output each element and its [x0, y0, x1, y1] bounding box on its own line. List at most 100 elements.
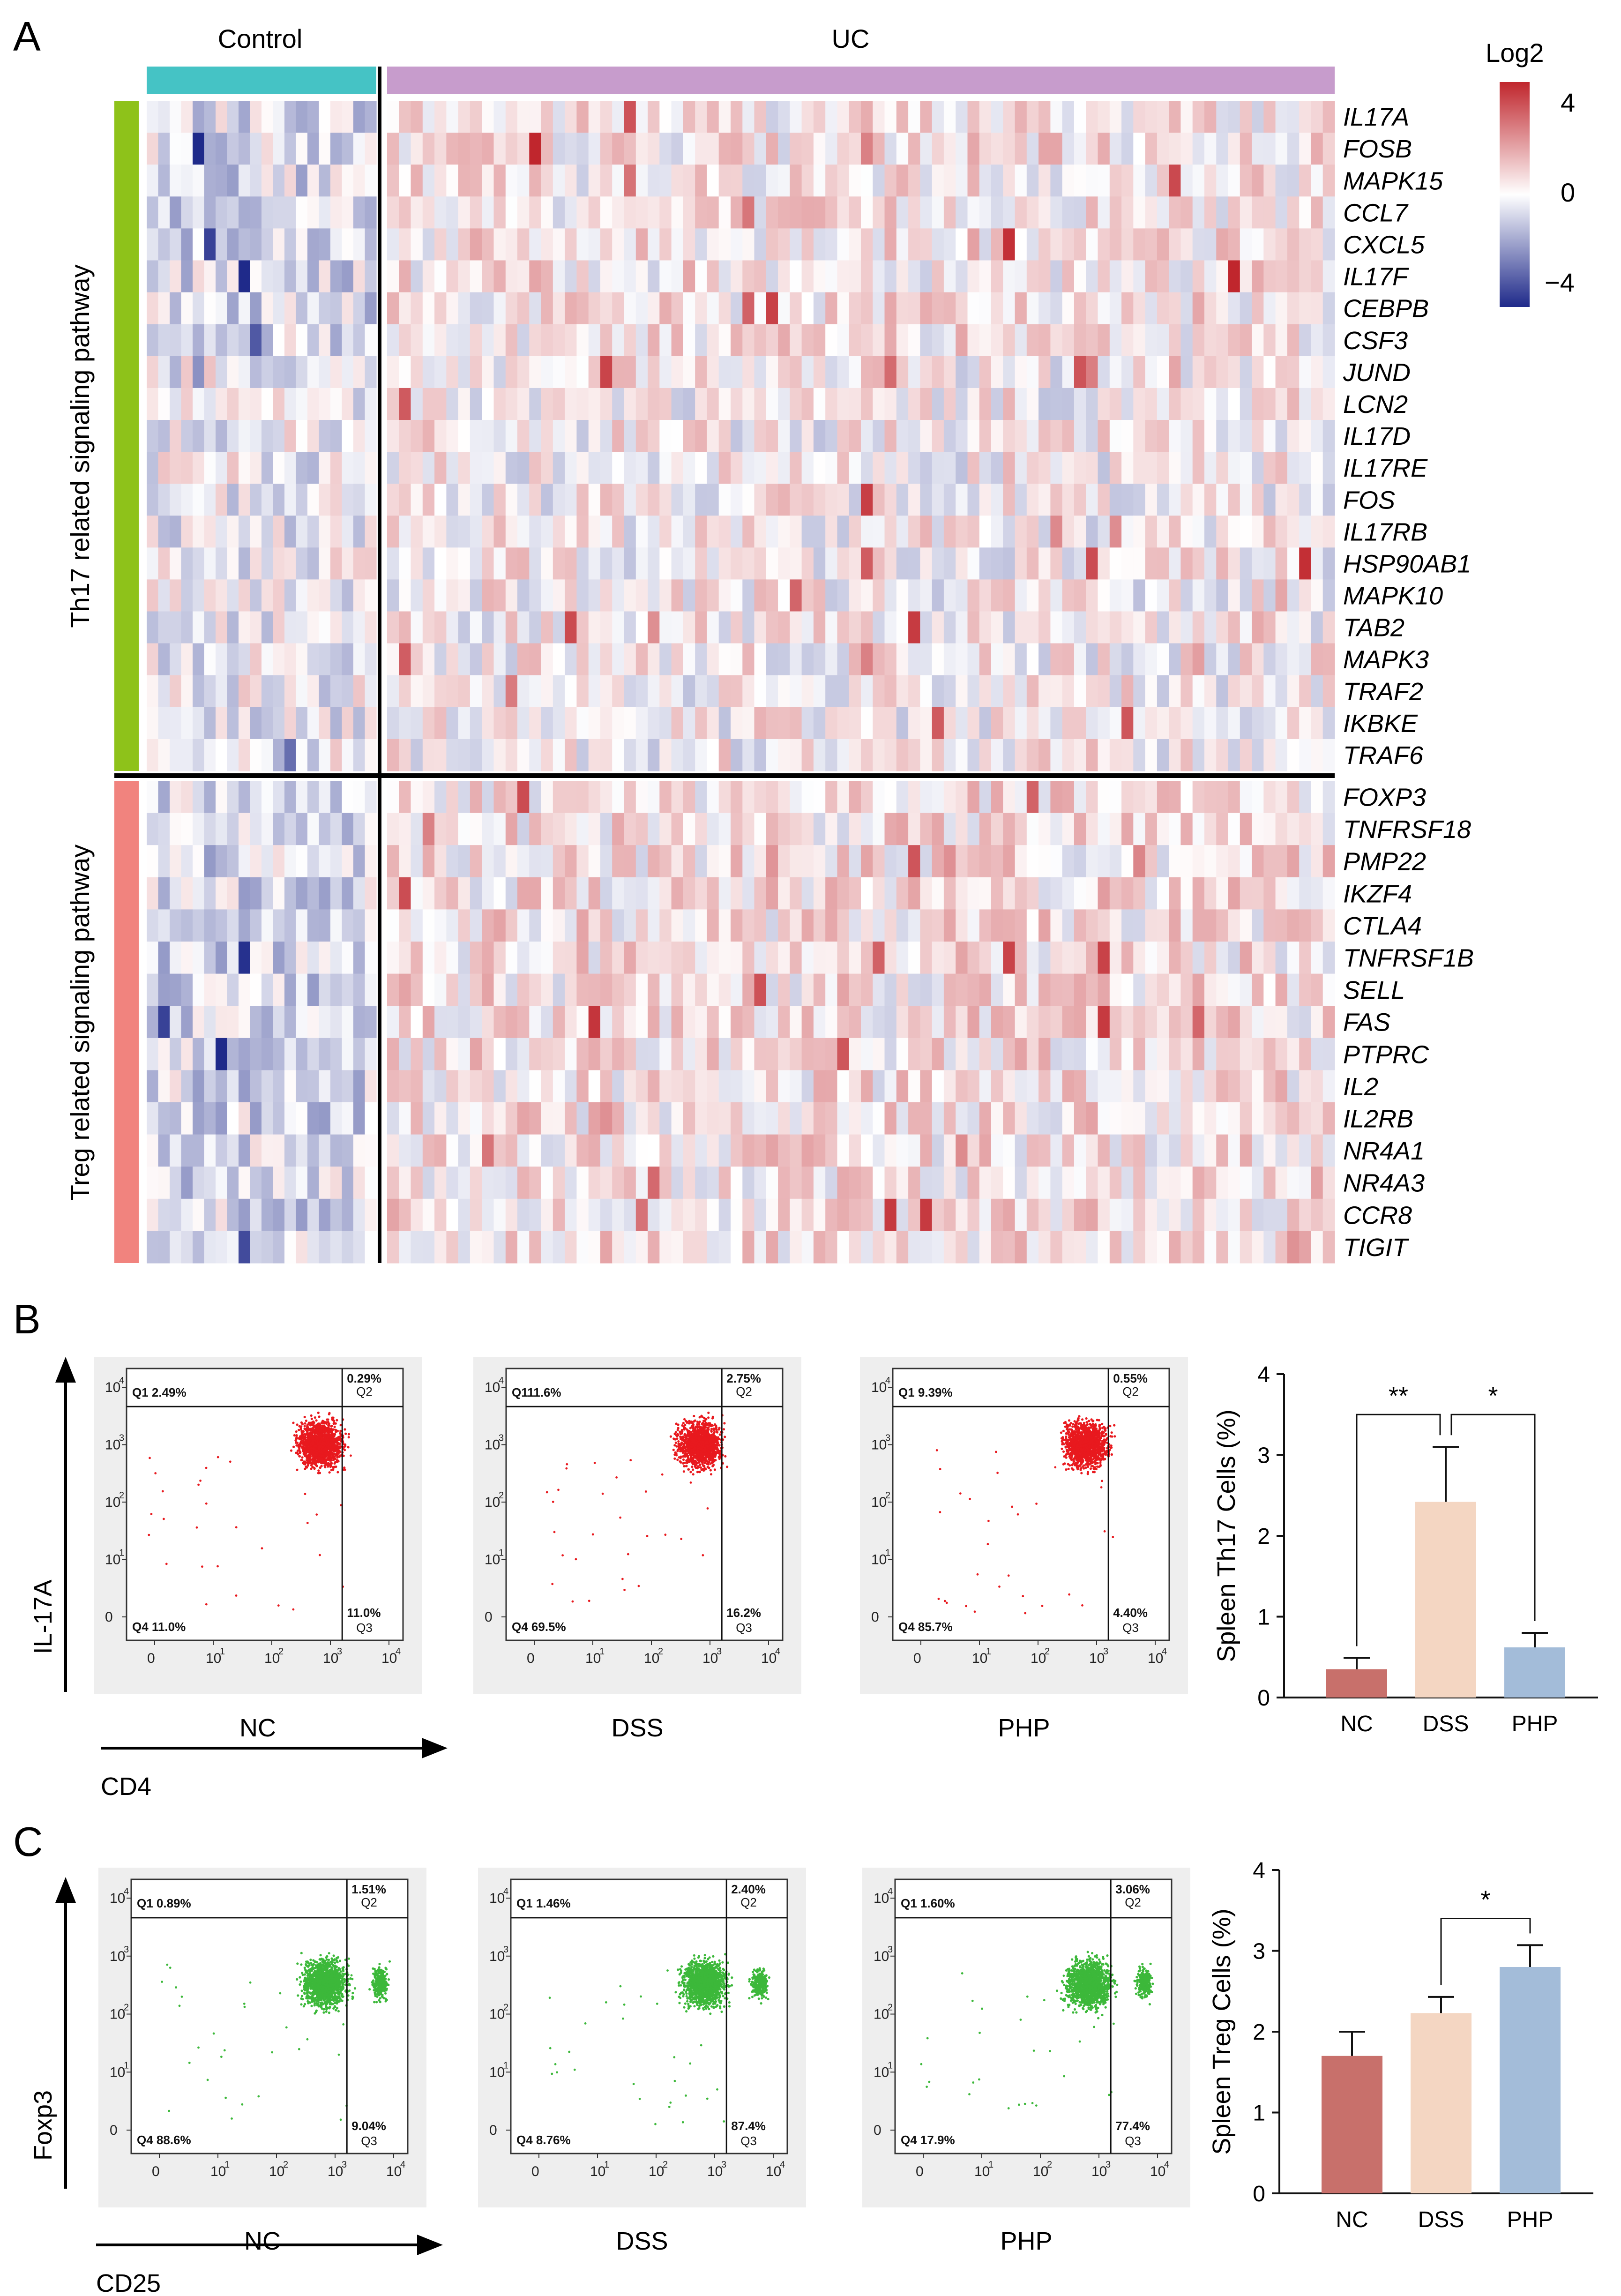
heatmap-cell — [849, 877, 861, 910]
heatmap-cell — [576, 845, 589, 878]
heatmap-cell — [588, 1102, 601, 1135]
heatmap-cell — [307, 260, 320, 293]
colorbar-title: Log2 — [1486, 38, 1544, 67]
heatmap-cell — [1026, 1167, 1039, 1199]
heatmap-cell — [227, 781, 239, 814]
flow-event — [334, 1422, 337, 1425]
heatmap-cell — [250, 165, 262, 197]
heatmap-cell — [1204, 579, 1217, 612]
heatmap-cell — [517, 1038, 530, 1070]
heatmap-cell — [482, 1167, 494, 1199]
heatmap-cell — [778, 1070, 790, 1103]
heatmap-cell — [181, 324, 193, 357]
heatmap-cell — [778, 739, 790, 771]
heatmap-cell — [896, 292, 909, 325]
heatmap-cell — [330, 707, 343, 740]
heatmap-cell — [683, 675, 695, 708]
heatmap-cell — [932, 1038, 944, 1070]
flow-panel-b: B IL-17A CD4 00101101102102103103104104Q… — [13, 1296, 1598, 1801]
heatmap-cell — [920, 781, 933, 814]
heatmap-cell — [766, 643, 778, 676]
heatmap-cell — [612, 942, 625, 974]
colorbar-tick-min: −4 — [1545, 268, 1575, 297]
heatmap-cell — [204, 133, 216, 165]
heatmap-cell — [147, 260, 159, 293]
heatmap-cell — [873, 707, 885, 740]
heatmap-cell — [1038, 228, 1051, 261]
heatmap-cell — [659, 516, 672, 548]
heatmap-cell — [718, 845, 731, 878]
heatmap-cell — [825, 260, 838, 293]
heatmap-cell — [908, 942, 920, 974]
heatmap-cell — [434, 579, 447, 612]
heatmap-cell — [837, 452, 850, 484]
heatmap-cell — [216, 877, 228, 910]
heatmap-cell — [1228, 260, 1240, 293]
heatmap-cell — [365, 292, 377, 325]
heatmap-cell — [1322, 1134, 1335, 1167]
heatmap-cell — [239, 909, 251, 942]
heatmap-cell — [399, 845, 411, 878]
heatmap-cell — [446, 1070, 459, 1103]
heatmap-cell — [1050, 133, 1063, 165]
heatmap-cell — [1216, 196, 1229, 229]
heatmap-cell — [307, 324, 320, 357]
heatmap-cell — [307, 611, 320, 644]
heatmap-cell — [1157, 579, 1169, 612]
heatmap-cell — [553, 611, 565, 644]
heatmap-cell — [553, 292, 565, 325]
heatmap-cell — [181, 813, 193, 845]
heatmap-cell — [1287, 845, 1300, 878]
heatmap-cell — [493, 877, 506, 910]
heatmap-cell — [1240, 739, 1252, 771]
heatmap-cell — [1252, 228, 1264, 261]
heatmap-cell — [387, 484, 399, 516]
heatmap-cell — [707, 260, 719, 293]
heatmap-cell — [1062, 1231, 1075, 1264]
heatmap-cell — [1192, 1198, 1205, 1231]
heatmap-cell — [1145, 292, 1158, 325]
heatmap-cell — [1145, 1006, 1158, 1039]
heatmap-cell — [1322, 1006, 1335, 1039]
heatmap-cell — [576, 1198, 589, 1231]
heatmap-cell — [458, 781, 471, 814]
heatmap-cell — [731, 1102, 743, 1135]
heatmap-cell — [956, 845, 968, 878]
heatmap-cell — [365, 133, 377, 165]
heatmap-cell — [193, 420, 205, 452]
heatmap-cell — [576, 165, 589, 197]
heatmap-cell — [1275, 845, 1288, 878]
heatmap-cell — [1038, 739, 1051, 771]
heatmap-cell — [1287, 1231, 1300, 1264]
heatmap-cell — [541, 579, 553, 612]
heatmap-cell — [1252, 356, 1264, 389]
heatmap-cell — [1322, 196, 1335, 229]
heatmap-cell — [319, 324, 331, 357]
heatmap-cell — [193, 516, 205, 548]
heatmap-cell — [967, 675, 980, 708]
heatmap-cell — [932, 484, 944, 516]
heatmap-cell — [1287, 739, 1300, 771]
heatmap-cell — [319, 909, 331, 942]
heatmap-cell — [565, 1070, 577, 1103]
heatmap-cell — [482, 1198, 494, 1231]
heatmap-cell — [1216, 1231, 1229, 1264]
heatmap-cell — [1228, 877, 1240, 910]
heatmap-cell — [1299, 228, 1312, 261]
heatmap-cell — [825, 781, 838, 814]
heatmap-cell — [387, 1006, 399, 1039]
heatmap-cell — [707, 547, 719, 580]
heatmap-cell — [659, 1006, 672, 1039]
heatmap-cell — [766, 611, 778, 644]
heatmap-cell — [1145, 516, 1158, 548]
x-tick-exponent: 1 — [220, 1646, 225, 1657]
heatmap-cell — [1287, 133, 1300, 165]
heatmap-cell — [612, 547, 625, 580]
gene-label: IKBKE — [1343, 710, 1418, 738]
heatmap-cell — [284, 707, 297, 740]
heatmap-cell — [565, 707, 577, 740]
heatmap-cell — [307, 292, 320, 325]
heatmap-cell — [991, 1102, 1003, 1135]
heatmap-cell — [908, 547, 920, 580]
heatmap-cell — [635, 420, 648, 452]
